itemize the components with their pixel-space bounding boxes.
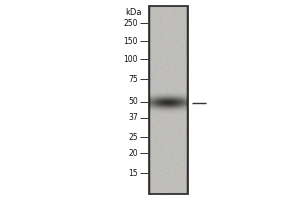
Text: 150: 150: [124, 36, 138, 46]
Text: 75: 75: [128, 74, 138, 84]
Text: 250: 250: [124, 19, 138, 27]
Text: 25: 25: [128, 133, 138, 142]
Bar: [148, 6, 188, 194]
Text: 20: 20: [128, 148, 138, 158]
Text: 50: 50: [128, 98, 138, 106]
Text: kDa: kDa: [125, 8, 142, 17]
Text: 37: 37: [128, 114, 138, 122]
Text: 15: 15: [128, 168, 138, 178]
Text: 100: 100: [124, 54, 138, 64]
